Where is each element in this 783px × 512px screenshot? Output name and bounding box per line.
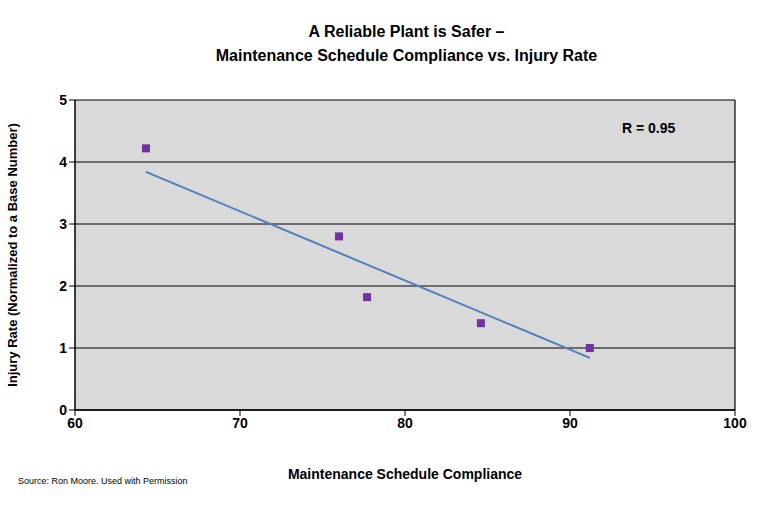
svg-text:4: 4 [59,154,67,170]
svg-text:5: 5 [59,92,67,108]
svg-text:Injury Rate (Normalized to a B: Injury Rate (Normalized to a Base Number… [8,123,20,387]
html-text:Maintenance Schedule Complianc: Maintenance Schedule Compliance [287,466,523,482]
html-text:R = 0.95: R = 0.95 [622,120,676,136]
svg-text:2: 2 [59,278,67,294]
svg-text:100: 100 [723,415,747,431]
html-text:Maintenance Schedule Complianc: Maintenance Schedule Compliance vs. Inju… [215,47,598,64]
svg-text:90: 90 [562,415,578,431]
svg-text:0: 0 [59,402,67,418]
svg-text:70: 70 [232,415,248,431]
svg-text:3: 3 [59,216,67,232]
svg-text:1: 1 [59,340,67,356]
svg-text:60: 60 [67,415,83,431]
svg-text:80: 80 [397,415,413,431]
html-text:Source: Ron Moore. Used with P: Source: Ron Moore. Used with Permission [18,476,188,486]
html-text:A Reliable Plant is Safer –: A Reliable Plant is Safer – [308,23,505,40]
